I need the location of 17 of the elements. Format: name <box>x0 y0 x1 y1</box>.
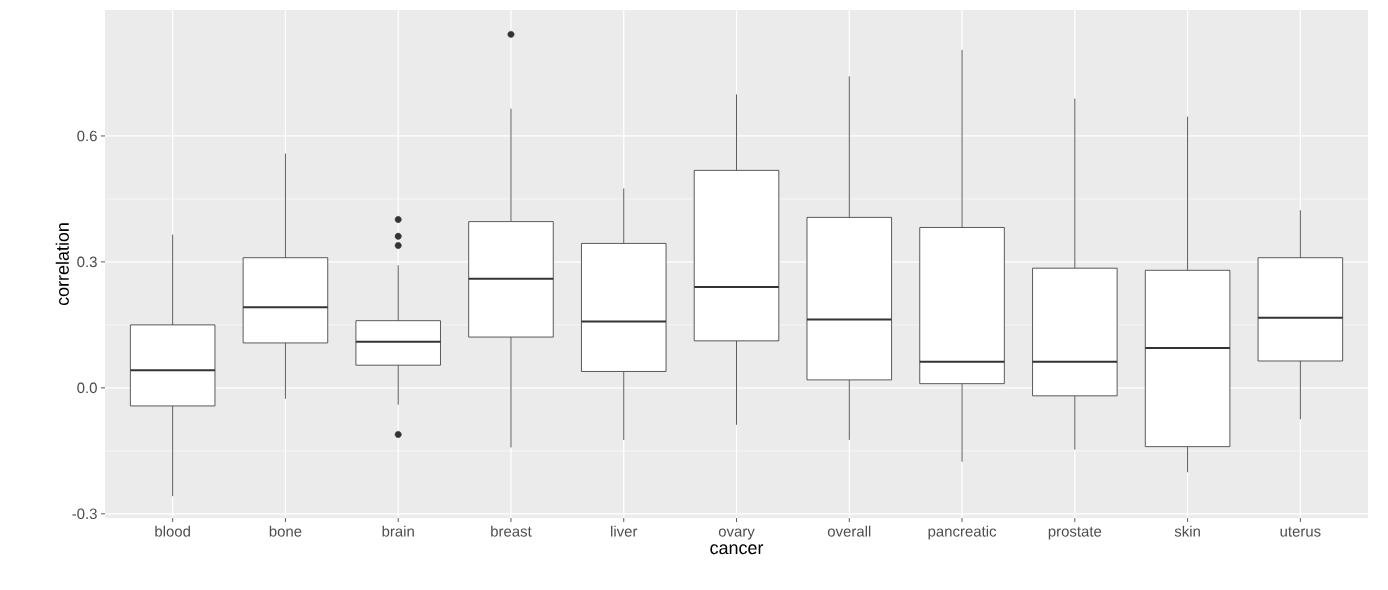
x-tick-label: bone <box>269 525 302 537</box>
x-tick-label: prostate <box>1048 526 1102 540</box>
x-tick-label: overall <box>827 525 871 537</box>
x-tick-label: pancreatic <box>928 525 997 540</box>
x-tick-label: blood <box>155 525 190 537</box>
y-tick-label: 0.6 <box>77 130 97 142</box>
x-tick-label: ovary <box>718 528 755 540</box>
x-tick-label: liver <box>611 525 638 537</box>
x-axis-title: cancer <box>710 544 764 555</box>
x-tick-label: skin <box>1174 525 1200 537</box>
x-tick-label: brain <box>382 525 414 537</box>
y-axis-title: correlation <box>55 223 69 306</box>
y-tick-label: -0.3 <box>72 508 97 520</box>
x-tick-label: uterus <box>1280 526 1321 537</box>
x-tick-label: breast <box>491 525 532 537</box>
y-tick-label: 0.0 <box>77 382 97 394</box>
y-tick-label: 0.3 <box>77 256 97 268</box>
